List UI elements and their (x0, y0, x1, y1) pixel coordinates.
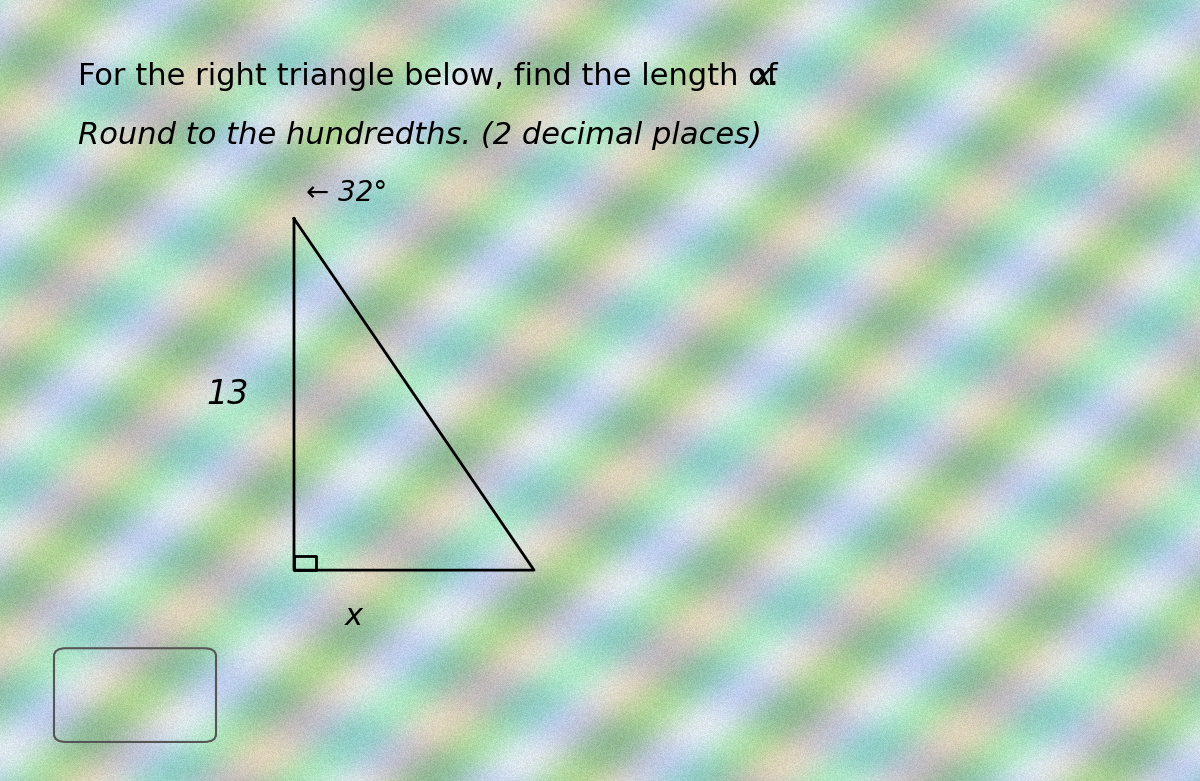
Text: .: . (769, 62, 779, 91)
Text: For the right triangle below, find the length of: For the right triangle below, find the l… (78, 62, 787, 91)
Text: x: x (346, 602, 364, 632)
Text: 13: 13 (206, 378, 250, 411)
Text: Round to the hundredths. (2 decimal places): Round to the hundredths. (2 decimal plac… (78, 121, 762, 150)
Text: x: x (755, 62, 773, 91)
Text: ← 32°: ← 32° (306, 179, 388, 207)
